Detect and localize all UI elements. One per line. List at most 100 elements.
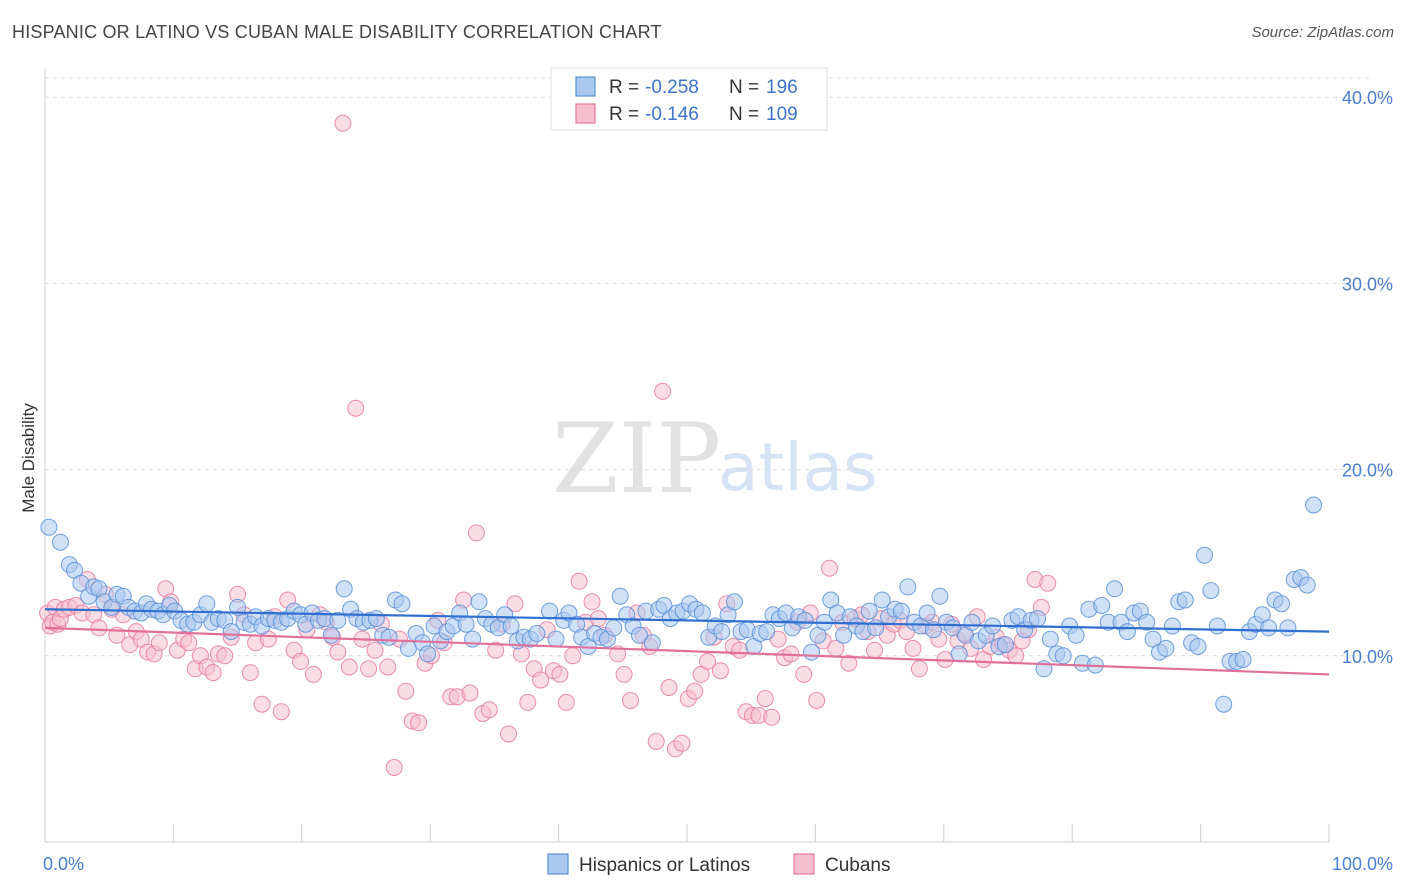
scatter-point [150, 634, 168, 652]
y-axis-label: Male Disability [19, 403, 38, 513]
scatter-point [1041, 630, 1059, 648]
scatter-point [487, 641, 505, 659]
scatter-point [808, 692, 826, 709]
scatter-point [1106, 580, 1124, 598]
y-tick-label: 20.0% [1342, 461, 1393, 481]
scatter-point [470, 593, 488, 611]
bottom-legend-swatch-hispanics [547, 853, 569, 875]
scatter-point [1234, 651, 1252, 668]
scatter-point [380, 628, 398, 646]
x-tick-label-start: 0.0% [43, 854, 84, 874]
legend-r-label-hispanics: R = [609, 77, 639, 98]
scatter-point [241, 664, 259, 682]
x-tick-labels: 0.0% 100.0% [43, 854, 1393, 874]
scatter-point [1157, 639, 1175, 657]
axes [44, 68, 1330, 843]
scatter-point [866, 641, 883, 659]
legend-r-value-hispanics: -0.258 [645, 77, 699, 98]
scatter-point [711, 662, 729, 680]
scatter-point [803, 643, 820, 661]
scatter-point [835, 626, 853, 644]
scatter-point [557, 693, 575, 711]
scatter-point [419, 645, 437, 663]
scatter-point [335, 580, 353, 598]
scatter-point [410, 714, 428, 732]
scatter-point [532, 671, 550, 689]
scatter-point [502, 617, 520, 635]
scatter-point [631, 626, 648, 644]
scatter-point [457, 615, 475, 633]
scatter-point [51, 533, 69, 551]
scatter-point [272, 703, 290, 721]
scatter-point [643, 634, 661, 652]
scatter-point [860, 602, 878, 620]
scatter-point [1029, 610, 1046, 628]
scatter-point [622, 692, 639, 709]
scatter-point [253, 695, 271, 713]
scatter-point [1138, 613, 1156, 631]
scatter-point [347, 399, 365, 417]
scatter-point [570, 572, 588, 590]
scatter-point [329, 643, 347, 661]
scatter-point [931, 587, 949, 605]
scatter-point [304, 665, 322, 683]
scatter-point [40, 518, 58, 536]
scatter-point [1054, 647, 1072, 665]
bottom-legend: Hispanics or Latinos Cubans [547, 853, 891, 876]
scatter-point [379, 658, 397, 676]
legend-box [550, 67, 828, 131]
scatter-point [292, 652, 309, 670]
scatter-point [322, 626, 340, 644]
legend-n-label-cubans: N = [729, 104, 759, 125]
scatter-point [204, 664, 222, 682]
scatter-point [726, 593, 743, 611]
y-tick-labels: 10.0% 20.0% 30.0% 40.0% [1342, 88, 1393, 667]
scatter-point [673, 734, 691, 752]
scatter-point [1039, 574, 1057, 592]
scatter-point [506, 595, 524, 613]
scatter-point [340, 658, 358, 676]
scatter-point [1196, 546, 1213, 564]
legend-r-value-cubans: -0.146 [645, 104, 699, 125]
watermark-zip: ZIP [552, 403, 721, 515]
scatter-point [541, 602, 559, 620]
scatter-point [795, 665, 813, 683]
scatter-point [1273, 595, 1290, 613]
grid-lines [45, 77, 1369, 657]
scatter-point [1189, 638, 1207, 655]
scatter-point [821, 559, 838, 577]
scatter-point [1215, 695, 1233, 713]
scatter-point [756, 690, 774, 708]
scatter-point [1118, 623, 1136, 641]
scatter-point [464, 630, 482, 648]
scatter-point [796, 611, 814, 629]
scatter-point [963, 613, 981, 631]
scatter-point [583, 593, 601, 611]
y-tick-label: 30.0% [1342, 274, 1393, 294]
scatter-point [500, 725, 517, 743]
watermark-atlas: atlas [718, 429, 878, 506]
scatter-point [950, 645, 968, 663]
scatter-point [758, 623, 776, 641]
bottom-legend-label-cubans: Cubans [825, 855, 891, 876]
scatter-point [1208, 617, 1226, 635]
legend-n-label-hispanics: N = [729, 77, 759, 98]
x-tick-label-end: 100.0% [1332, 854, 1393, 874]
scatter-point [892, 602, 910, 620]
scatter-point [1176, 591, 1194, 609]
scatter-point [918, 604, 936, 622]
scatter-point [90, 619, 108, 637]
scatter-point [467, 524, 485, 542]
scatter-point [609, 645, 627, 663]
scatter-point [654, 382, 672, 400]
legend: R = -0.258 N = 196 R = -0.146 N = 109 [550, 67, 828, 131]
scatter-point [360, 660, 378, 678]
scatter-point [528, 625, 546, 642]
scatter-point [334, 114, 352, 132]
scatter-point [647, 733, 665, 750]
scatter-point [480, 701, 498, 719]
scatter-point [763, 708, 781, 726]
scatter-point [713, 623, 731, 641]
scatter-point [393, 595, 411, 613]
